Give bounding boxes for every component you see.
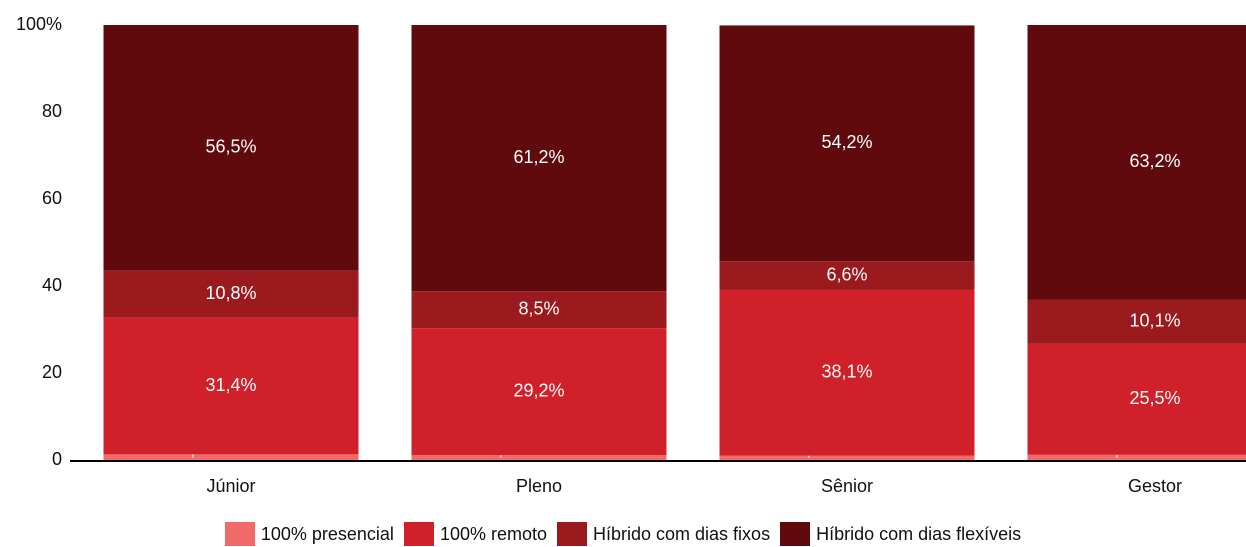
- bar-segment: [719, 455, 975, 460]
- y-tick-label: 100%: [16, 14, 62, 34]
- value-label: 10,8%: [205, 283, 256, 303]
- y-tick-label: 40: [42, 275, 62, 295]
- legend-item: Híbrido com dias fixos: [557, 522, 770, 546]
- legend-label: 100% presencial: [260, 523, 394, 544]
- value-label: 8,5%: [518, 298, 559, 318]
- value-label: 54,2%: [821, 132, 872, 152]
- legend-label: Híbrido com dias flexíveis: [816, 523, 1022, 544]
- bar-segment: [411, 25, 667, 292]
- bar-segment: [103, 270, 359, 318]
- legend-label: Híbrido com dias fixos: [593, 523, 771, 544]
- bar-segment: [411, 328, 667, 456]
- bar-segment: [103, 25, 359, 271]
- value-label: 29,2%: [513, 380, 564, 400]
- bar-segment: [719, 25, 975, 262]
- y-tick-label: 20: [42, 362, 62, 382]
- value-label: 63,2%: [1129, 151, 1180, 171]
- y-tick-label: 80: [42, 101, 62, 121]
- legend-item: 100% remoto: [403, 522, 547, 546]
- bar-segment: [1027, 454, 1246, 460]
- legend-item: 100% presencial: [224, 522, 394, 546]
- plot: 020406080100%1,3%31,4%10,8%56,5%Júnior1,…: [16, 14, 1246, 496]
- x-tick-label: Sênior: [821, 476, 873, 496]
- value-label: 31,4%: [205, 375, 256, 395]
- bar-segment: [1027, 299, 1246, 344]
- legend-label: 100% remoto: [439, 523, 547, 544]
- value-label: 6,6%: [826, 264, 867, 284]
- y-tick-label: 60: [42, 188, 62, 208]
- bar-segment: [411, 291, 667, 329]
- bar-segment: [103, 454, 359, 460]
- bar-segment: [1027, 25, 1246, 300]
- x-tick-label: Gestor: [1128, 476, 1182, 496]
- legend-swatch: [403, 522, 434, 546]
- bar-segment: [411, 455, 667, 460]
- x-tick-label: Pleno: [516, 476, 562, 496]
- legend-item: Híbrido com dias flexíveis: [780, 522, 1021, 546]
- value-label: 38,1%: [821, 362, 872, 382]
- value-label: 25,5%: [1129, 388, 1180, 408]
- legend-swatch: [224, 522, 255, 546]
- y-tick-label: 0: [52, 449, 62, 469]
- legend-swatch: [557, 522, 587, 546]
- value-label: 56,5%: [205, 137, 256, 157]
- value-label: 10,1%: [1129, 311, 1180, 331]
- bar-segment: [103, 317, 359, 455]
- value-label: 61,2%: [513, 147, 564, 167]
- bar-segment: [719, 261, 975, 290]
- x-tick-label: Júnior: [206, 476, 255, 496]
- legend: 100% presencial 100% remoto Híbrido com di…: [0, 522, 1246, 546]
- legend-swatch: [780, 522, 811, 546]
- bar-segment: [1027, 343, 1246, 455]
- bar-segment: [719, 289, 975, 456]
